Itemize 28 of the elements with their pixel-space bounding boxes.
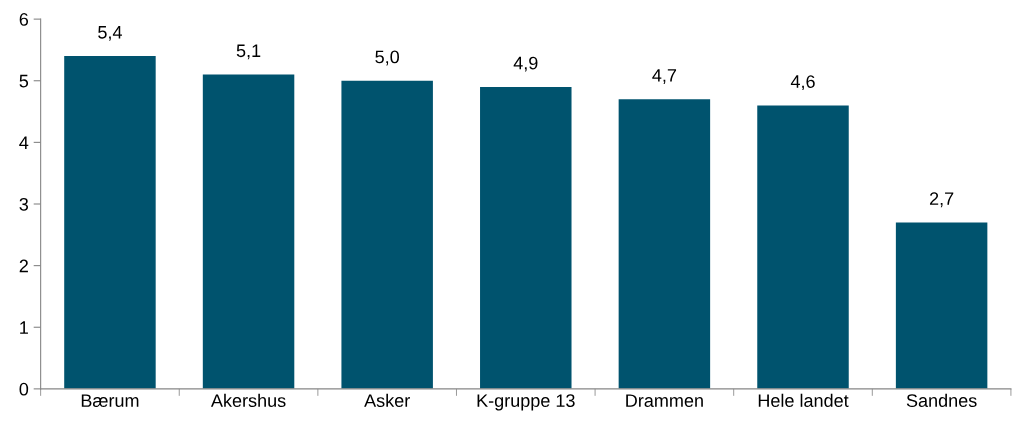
y-tick-label: 5 — [19, 74, 29, 88]
bar — [895, 222, 988, 389]
bar — [618, 99, 711, 389]
y-tick-label: 1 — [20, 321, 28, 334]
x-tick-label: Sandnes — [906, 393, 977, 407]
y-tick-label: 2 — [19, 259, 28, 273]
x-tick-label: Hele landet — [758, 393, 849, 407]
bar — [64, 56, 156, 389]
data-label: 5,4 — [98, 26, 122, 41]
data-label: 4,7 — [652, 69, 677, 84]
x-tick-label: Drammen — [626, 394, 703, 407]
bar — [341, 80, 433, 389]
bar — [480, 86, 572, 389]
y-tick-label: 3 — [19, 197, 29, 211]
bar — [757, 105, 849, 389]
x-tick-label: Asker — [364, 393, 410, 407]
y-tick-label: 6 — [19, 13, 29, 26]
x-tick-label: Akershus — [210, 393, 286, 407]
data-label: 5,0 — [375, 50, 400, 66]
y-tick-label: 0 — [19, 382, 29, 396]
y-tick-label: 4 — [19, 136, 29, 149]
data-label: 4,6 — [790, 75, 815, 91]
data-label: 2,7 — [929, 192, 954, 208]
bar — [202, 74, 295, 389]
x-tick-label: Bærum — [81, 394, 139, 407]
data-label: 4,9 — [513, 56, 538, 72]
data-label: 5,1 — [236, 44, 261, 60]
x-tick-label: K-gruppe 13 — [477, 394, 575, 411]
